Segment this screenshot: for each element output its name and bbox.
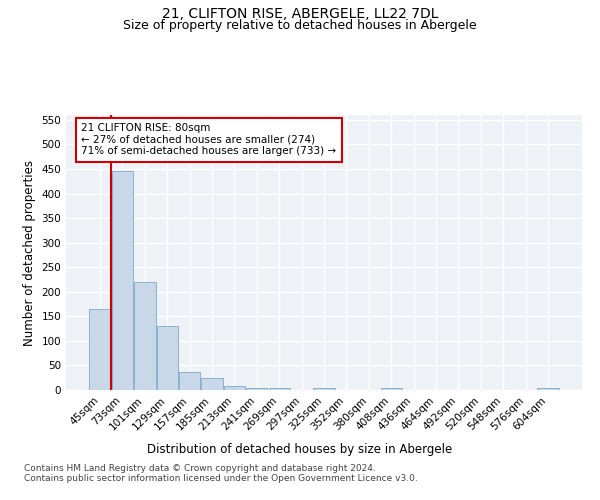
Bar	[224, 386, 245, 390]
Bar	[157, 326, 178, 390]
Bar	[89, 309, 111, 390]
Text: Contains HM Land Registry data © Crown copyright and database right 2024.
Contai: Contains HM Land Registry data © Crown c…	[24, 464, 418, 483]
Text: Distribution of detached houses by size in Abergele: Distribution of detached houses by size …	[148, 442, 452, 456]
Text: 21 CLIFTON RISE: 80sqm
← 27% of detached houses are smaller (274)
71% of semi-de: 21 CLIFTON RISE: 80sqm ← 27% of detached…	[82, 123, 337, 156]
Bar	[380, 388, 402, 390]
Y-axis label: Number of detached properties: Number of detached properties	[23, 160, 36, 346]
Bar	[112, 172, 133, 390]
Bar	[537, 388, 559, 390]
Bar	[269, 388, 290, 390]
Text: 21, CLIFTON RISE, ABERGELE, LL22 7DL: 21, CLIFTON RISE, ABERGELE, LL22 7DL	[162, 8, 438, 22]
Text: Size of property relative to detached houses in Abergele: Size of property relative to detached ho…	[123, 19, 477, 32]
Bar	[202, 378, 223, 390]
Bar	[246, 388, 268, 390]
Bar	[134, 282, 155, 390]
Bar	[313, 388, 335, 390]
Bar	[179, 372, 200, 390]
